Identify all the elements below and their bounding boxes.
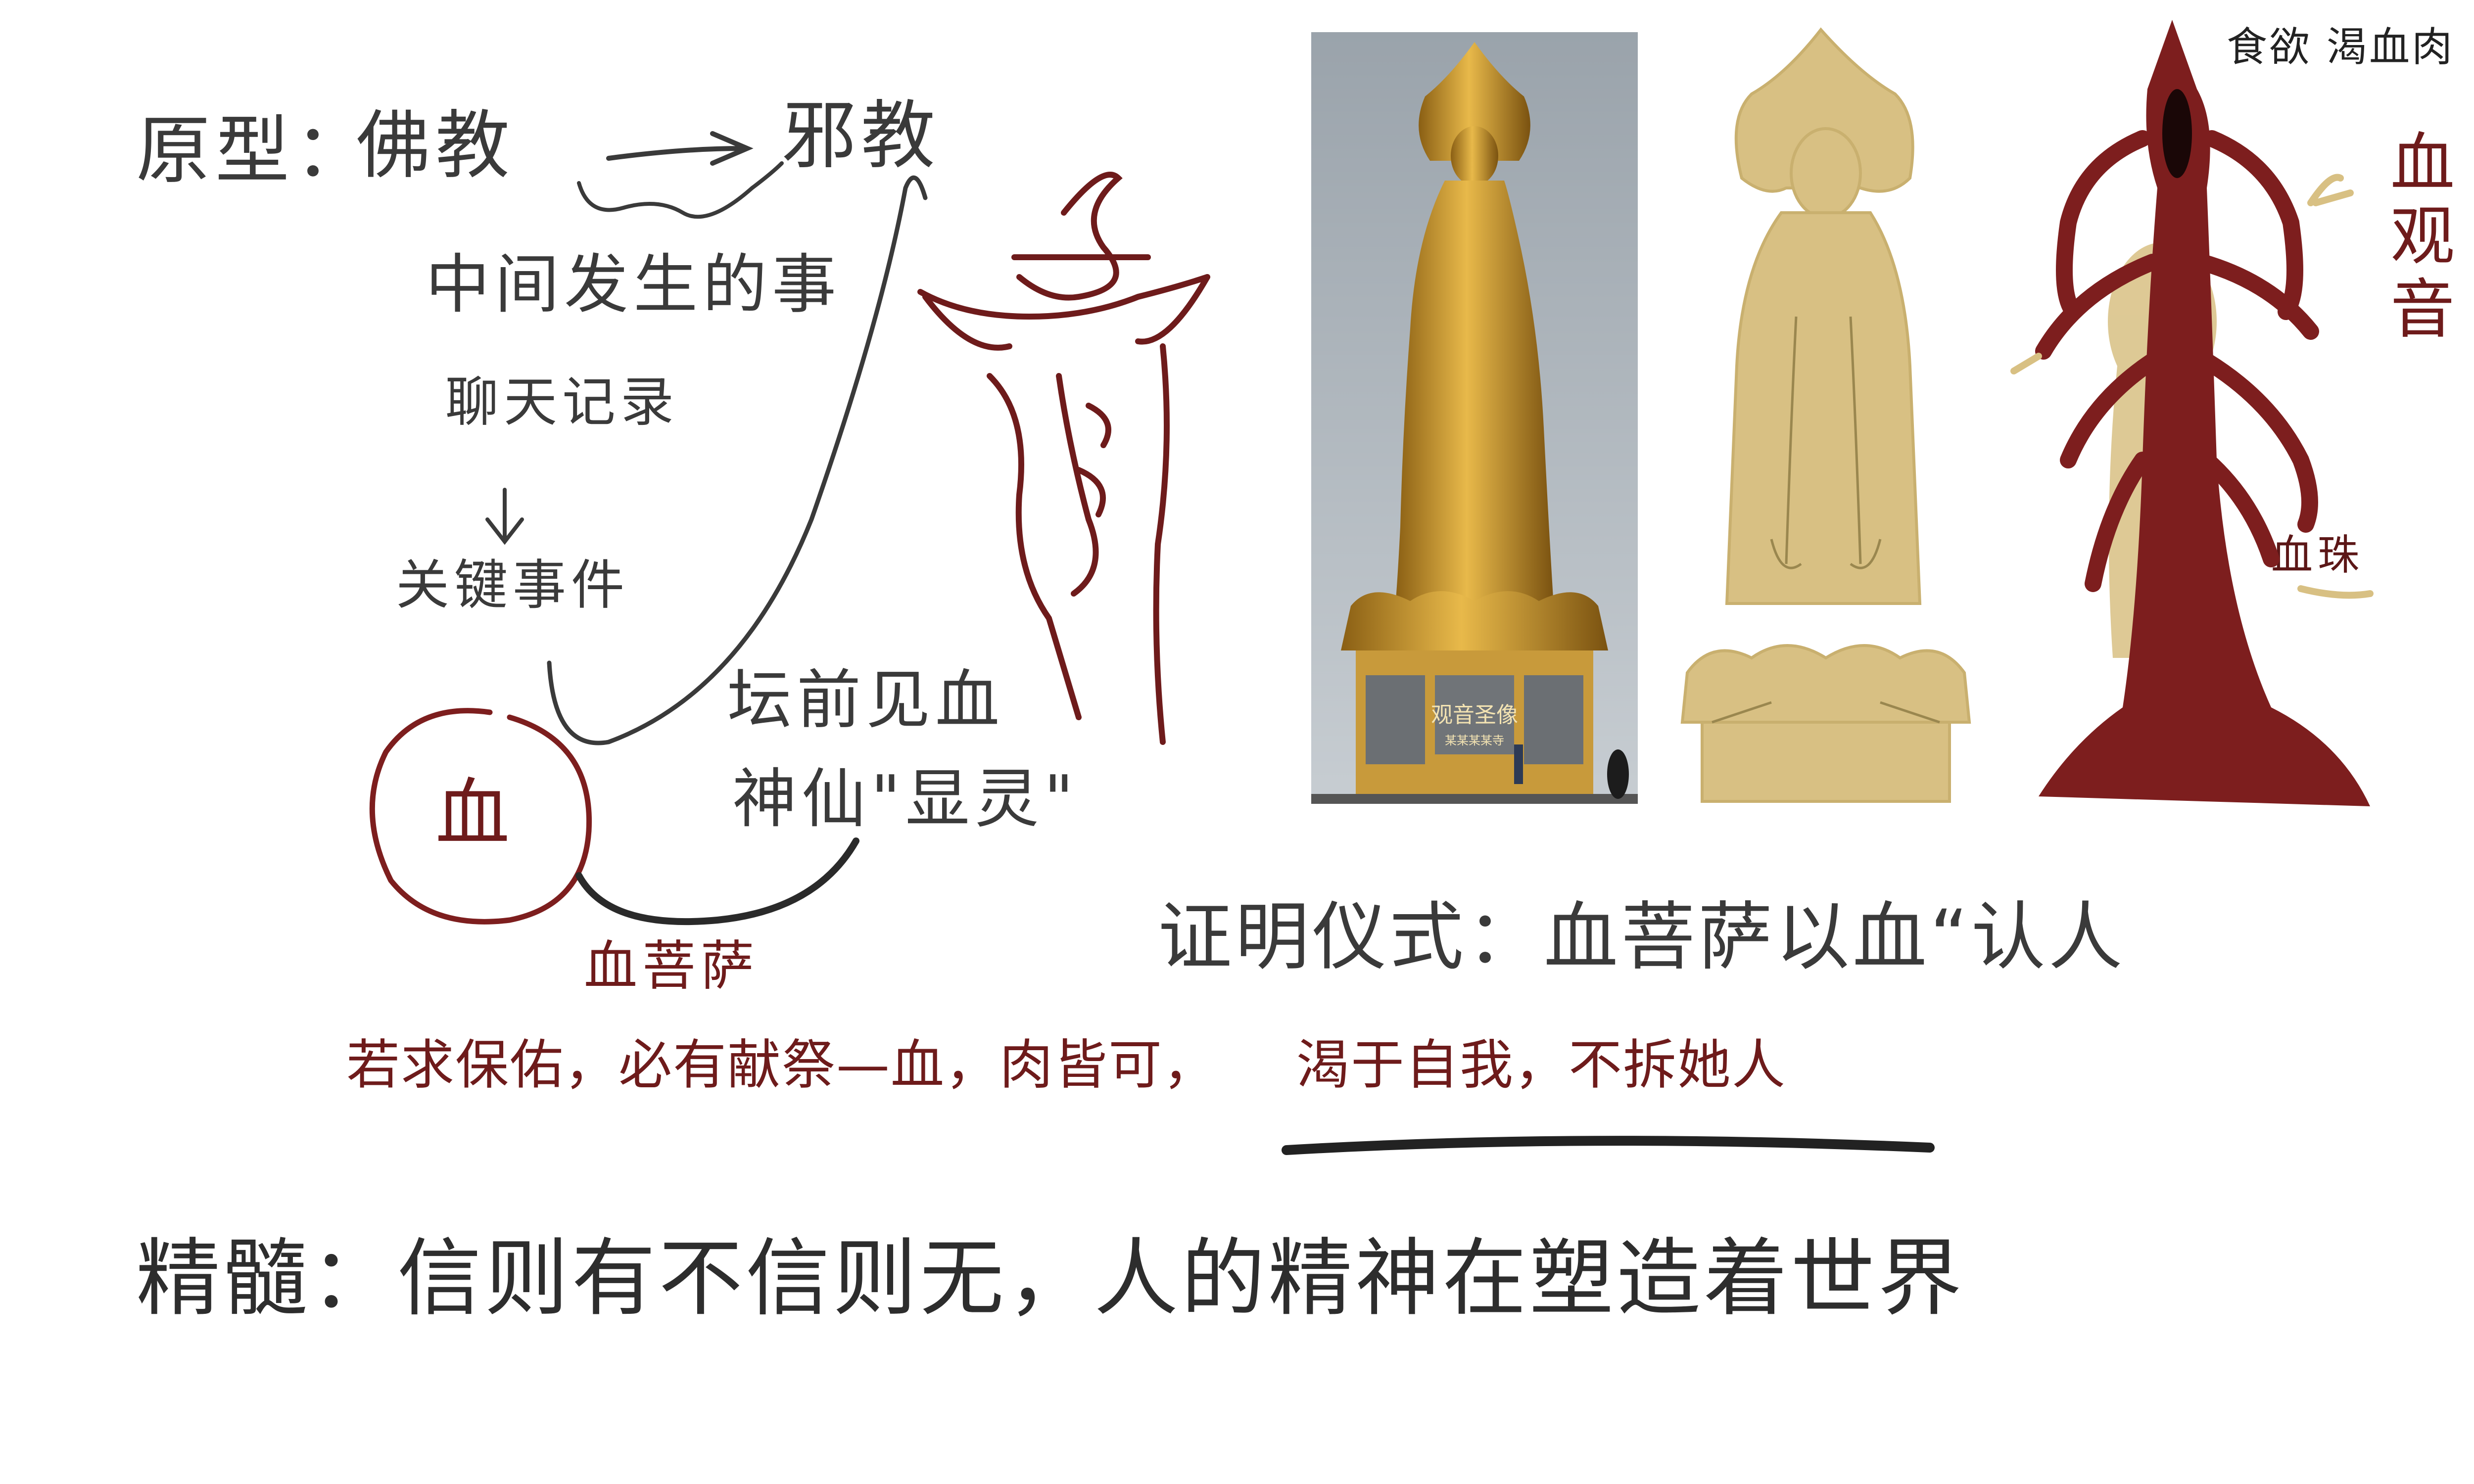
middle-events-text: 中间发生的事	[426, 247, 842, 322]
down-arrow-stroke	[485, 488, 524, 545]
underline-arc-stroke	[575, 837, 859, 926]
blood-guanyin-vertical-label: 血观音	[2379, 129, 2455, 348]
red-circle-stroke	[369, 708, 592, 925]
prototype-from-text: 佛教	[356, 103, 515, 189]
blood-bodhisattva-text: 血菩萨	[584, 935, 760, 997]
hunger-caption: 食欲 渴血肉	[2227, 24, 2455, 71]
key-event-text: 关键事件	[396, 555, 630, 616]
blood-bodhisattva-painting	[2010, 20, 2374, 806]
prototype-label: 原型：	[136, 108, 374, 194]
prayer-part2-text: 渴于自我，不拆她人	[1296, 1034, 1787, 1096]
circled-blood-char: 血	[435, 771, 515, 857]
proof-ritual-text: 证明仪式：血菩萨以血“认人	[1158, 894, 2126, 980]
feedback-curve-stroke	[547, 175, 928, 745]
blood-sigil-drawing	[917, 172, 1210, 745]
arrow-right-stroke	[606, 131, 754, 166]
altar-line1-text: 坛前见血	[727, 662, 1005, 738]
core-essence-text: 精髓：信则有不信则无，人的精神在塑造着世界	[136, 1230, 1965, 1328]
prototype-to-text: 邪教	[782, 93, 941, 179]
plaque-subtitle: 某某某某寺	[1445, 734, 1504, 747]
blood-bead-label: 血珠	[2271, 531, 2365, 579]
statue-reference-photo: 观音圣像 某某某某寺	[1311, 32, 1638, 804]
chat-records-text: 聊天记录	[445, 371, 679, 433]
prayer-underline-stroke	[1282, 1136, 1935, 1155]
plaque-title: 观音圣像	[1431, 702, 1518, 728]
altar-line2-text: 神仙"显灵"	[732, 761, 1079, 836]
golden-statue-sketch	[1680, 27, 1971, 803]
statue-photo-svg: 观音圣像 某某某某寺	[1311, 32, 1638, 804]
prayer-part1-text: 若求保佑，必有献祭—血，肉皆可，	[346, 1034, 1218, 1096]
squiggle-stroke	[577, 161, 784, 219]
